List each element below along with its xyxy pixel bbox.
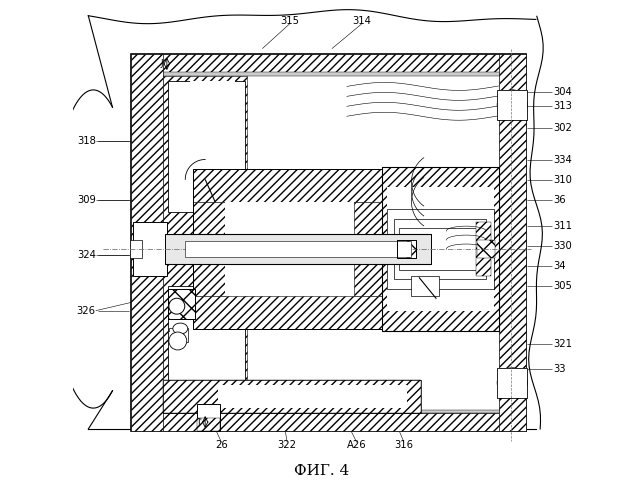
Bar (394, 219, 486, 279)
Bar (133, 222, 167, 276)
Circle shape (169, 332, 187, 350)
Text: 311: 311 (553, 221, 573, 231)
Text: 328: 328 (147, 370, 166, 380)
Bar (497, 90, 527, 120)
Bar (166, 234, 431, 264)
Text: 318: 318 (77, 136, 96, 145)
Bar (399, 228, 481, 270)
Text: 34: 34 (553, 261, 565, 271)
Text: 324: 324 (77, 250, 96, 260)
Bar (412, 276, 439, 296)
Text: 323: 323 (152, 396, 171, 406)
Text: 315: 315 (280, 16, 299, 26)
Text: 321: 321 (553, 340, 573, 349)
Text: 33: 33 (553, 364, 565, 374)
Circle shape (497, 368, 527, 398)
Bar (169, 332, 187, 350)
Circle shape (169, 298, 185, 314)
Bar (497, 368, 527, 398)
Text: J: J (160, 60, 163, 68)
Bar (129, 240, 142, 258)
Text: ФИГ. 4: ФИГ. 4 (294, 464, 350, 478)
Bar (168, 82, 245, 212)
Bar (185, 241, 412, 257)
Bar (168, 289, 195, 318)
Bar (354, 202, 382, 296)
Text: 309: 309 (77, 196, 96, 205)
Bar (163, 380, 421, 412)
Text: 314: 314 (352, 16, 371, 26)
Text: V324: V324 (171, 182, 196, 192)
Bar (196, 404, 220, 431)
Text: J': J' (198, 418, 203, 426)
Text: 313: 313 (553, 101, 572, 111)
Bar (163, 76, 247, 412)
Bar (225, 202, 354, 296)
Bar (497, 368, 527, 398)
Text: 304: 304 (553, 87, 572, 97)
Bar (163, 380, 421, 412)
Bar (190, 82, 235, 126)
Ellipse shape (173, 323, 188, 334)
Bar (386, 187, 493, 311)
Bar (131, 410, 526, 412)
Text: 319: 319 (152, 356, 171, 366)
Text: 310: 310 (553, 176, 572, 186)
Text: 334: 334 (553, 156, 572, 166)
Text: 330: 330 (553, 241, 572, 251)
Bar (386, 209, 493, 289)
Bar (218, 385, 406, 407)
Text: 316: 316 (395, 440, 413, 450)
Bar (163, 76, 498, 412)
Bar (397, 240, 416, 258)
Text: 305: 305 (553, 281, 572, 291)
Bar (131, 54, 163, 432)
Text: 326: 326 (77, 306, 96, 316)
Bar (131, 72, 526, 76)
Text: 312: 312 (437, 57, 455, 67)
Bar (193, 170, 382, 202)
Bar (131, 54, 526, 72)
Bar (498, 54, 526, 432)
Bar (382, 167, 498, 331)
Text: 26: 26 (215, 440, 228, 450)
Bar (131, 54, 526, 432)
Bar (169, 328, 188, 342)
Bar (168, 289, 195, 318)
Bar (196, 418, 220, 432)
Text: A26: A26 (347, 440, 366, 450)
Bar (193, 170, 382, 328)
Bar (193, 296, 382, 328)
Bar (193, 202, 225, 296)
Bar (382, 167, 498, 331)
Bar (168, 286, 245, 403)
Bar (476, 222, 491, 276)
Circle shape (497, 90, 527, 120)
Bar (477, 240, 495, 258)
Text: 322: 322 (278, 440, 297, 450)
Text: X30: X30 (132, 244, 151, 254)
Bar (497, 90, 527, 120)
Bar (397, 240, 416, 258)
Bar (131, 412, 526, 432)
Text: 36: 36 (553, 196, 566, 205)
Text: 302: 302 (553, 123, 572, 133)
